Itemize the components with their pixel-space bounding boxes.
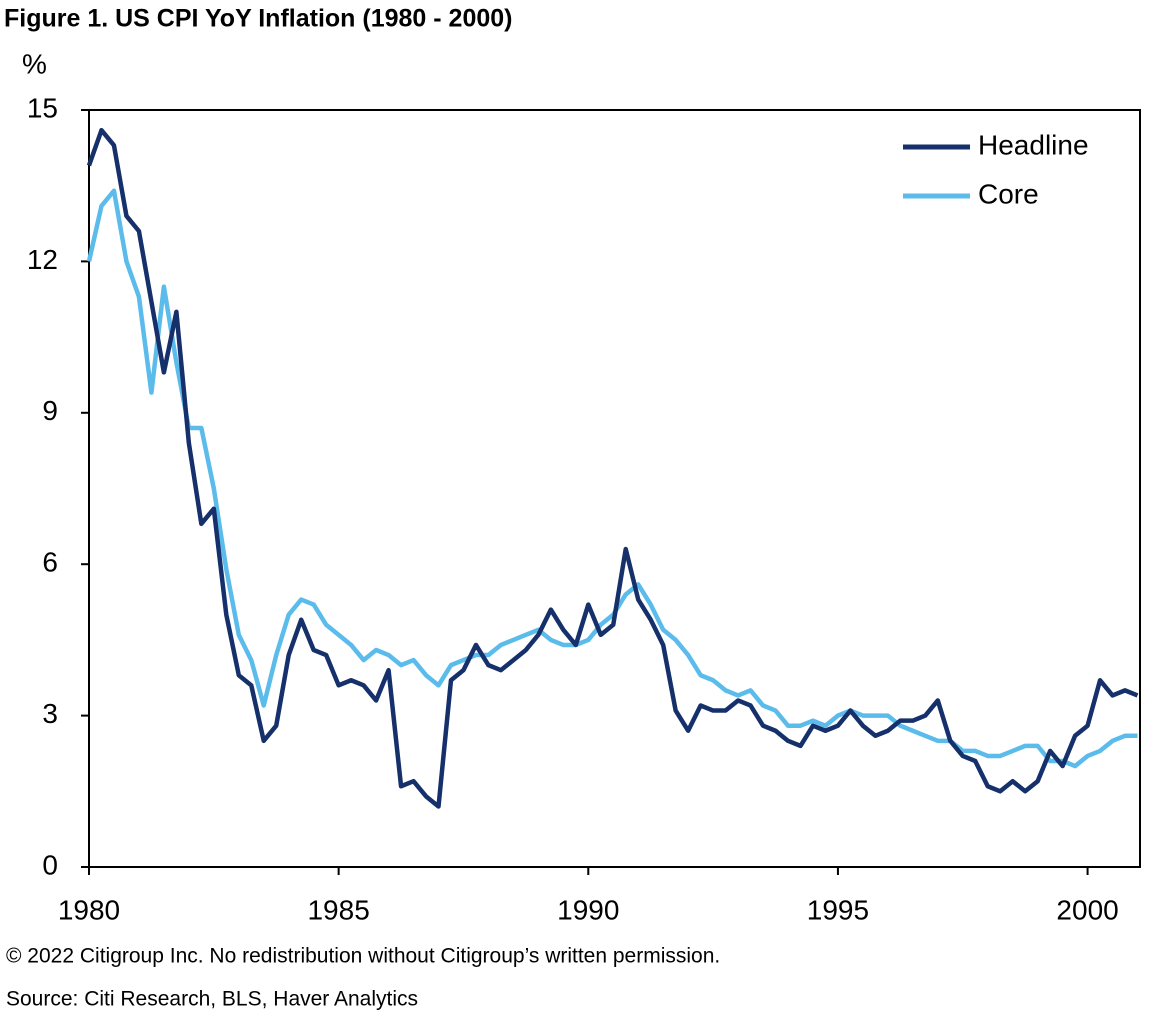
footnote: © 2022 Citigroup Inc. No redistribution … — [6, 945, 720, 968]
y-tick-label: 12 — [27, 244, 58, 275]
y-axis-label: % — [22, 48, 47, 79]
y-tick-label: 6 — [42, 547, 58, 578]
chart-title: Figure 1. US CPI YoY Inflation (1980 - 2… — [4, 5, 512, 33]
legend-label: Headline — [978, 129, 1089, 160]
x-tick-label: 1980 — [58, 894, 120, 925]
y-tick-label: 0 — [42, 849, 58, 880]
y-tick-label: 3 — [42, 698, 58, 729]
series-line — [86, 127, 1139, 809]
y-tick-label: 9 — [42, 395, 58, 426]
x-tick-label: 1995 — [807, 894, 869, 925]
plot-frame — [88, 109, 1141, 868]
x-tick-label: 2000 — [1056, 894, 1118, 925]
x-tick-label: 1990 — [557, 894, 619, 925]
x-tick-label: 1985 — [307, 894, 369, 925]
footnote: Source: Citi Research, BLS, Haver Analyt… — [6, 988, 418, 1011]
y-tick-label: 15 — [27, 92, 58, 123]
legend-label: Core — [978, 178, 1039, 209]
